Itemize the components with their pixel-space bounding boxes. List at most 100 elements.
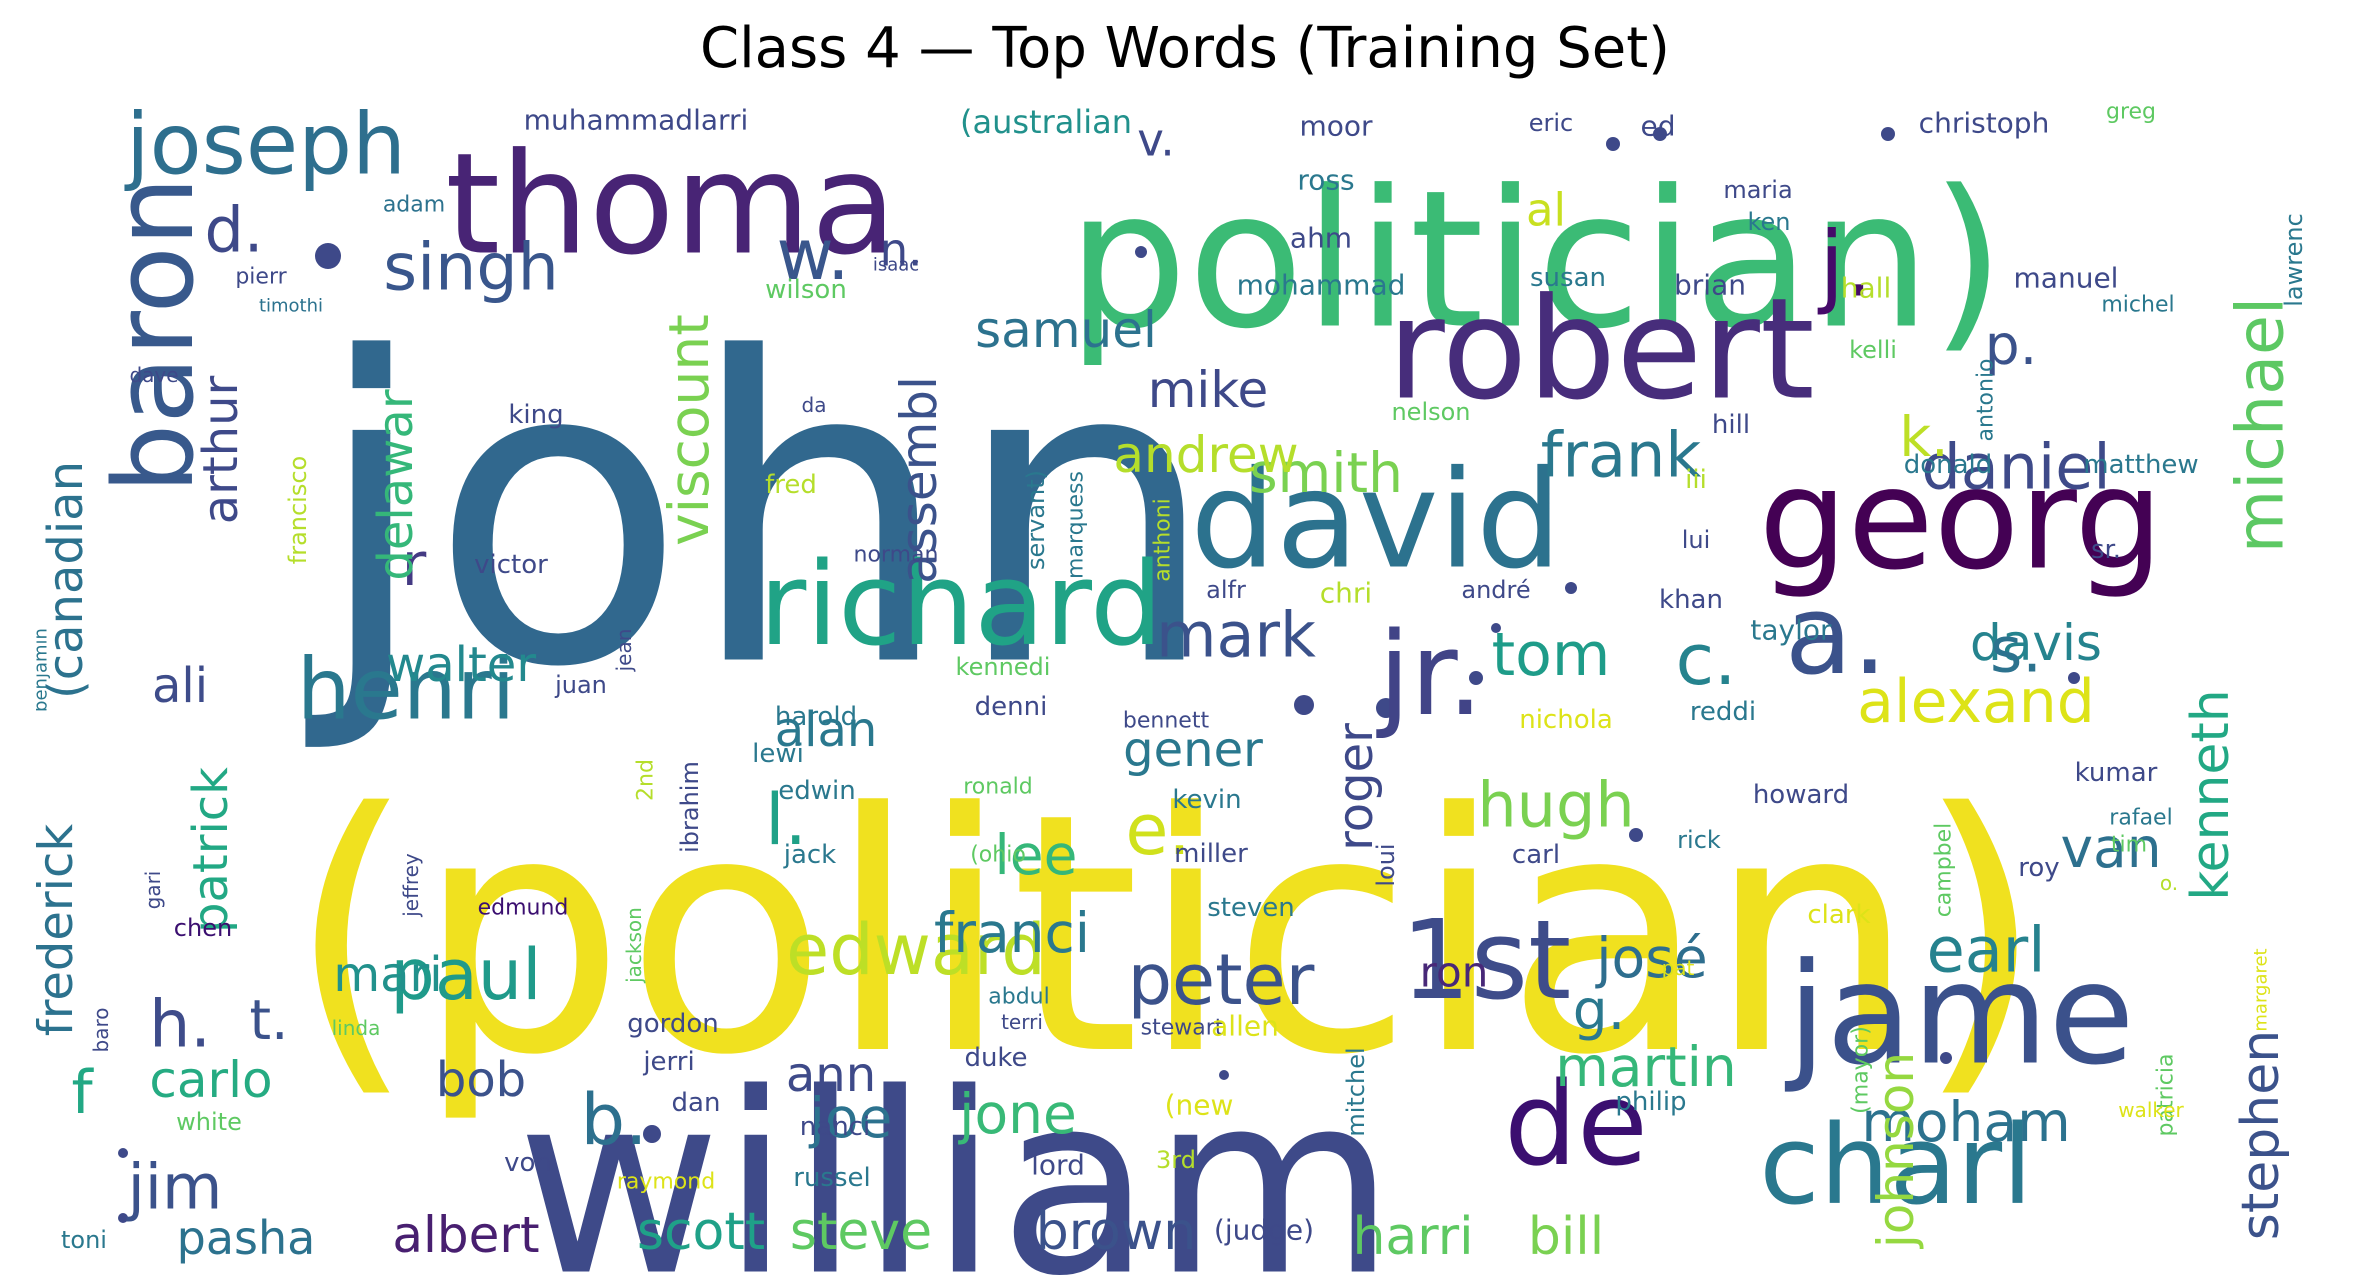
- cloud-word: timothi: [259, 296, 323, 317]
- cloud-word: alexand: [1857, 667, 2095, 737]
- cloud-dot: [315, 243, 341, 269]
- cloud-word: clark: [1807, 900, 1870, 930]
- cloud-word: edward: [786, 909, 1046, 991]
- cloud-dot: [1491, 623, 1501, 633]
- cloud-word: rick: [1677, 826, 1721, 854]
- cloud-word: j.: [1817, 213, 1873, 318]
- cloud-word: nichola: [1519, 705, 1613, 735]
- cloud-word: lawrenc: [2280, 213, 2308, 307]
- cloud-word: carl: [1512, 840, 1560, 870]
- cloud-word: (mayor): [1849, 1026, 1874, 1114]
- cloud-word: kennedi: [956, 653, 1051, 681]
- cloud-word: c.: [1676, 619, 1737, 701]
- cloud-word: ken: [1747, 208, 1790, 236]
- cloud-word: (canadian: [38, 461, 94, 699]
- cloud-word: nelson: [1391, 398, 1470, 426]
- cloud-dot: [1261, 970, 1281, 990]
- cloud-word: alfr: [1206, 576, 1246, 604]
- cloud-dot: [1135, 246, 1147, 258]
- cloud-word: victor: [474, 550, 548, 580]
- cloud-word: (ohio: [970, 843, 1026, 868]
- cloud-word: christoph: [1919, 107, 2050, 140]
- cloud-word: jone: [958, 1082, 1077, 1146]
- cloud-word: duke: [964, 1043, 1027, 1073]
- cloud-word: jack: [783, 840, 837, 870]
- cloud-word: michel: [2101, 293, 2174, 318]
- cloud-word: steve: [790, 1202, 932, 1262]
- cloud-word: k.: [1899, 405, 1948, 469]
- cloud-dot: [1629, 828, 1643, 842]
- cloud-word: stewart: [1141, 1016, 1224, 1041]
- cloud-word: arthur: [193, 375, 249, 524]
- cloud-word: maria: [1723, 176, 1792, 204]
- cloud-word: albert: [392, 1206, 539, 1264]
- cloud-word: pat: [1662, 956, 1695, 980]
- cloud-word: francisco: [284, 456, 312, 564]
- cloud-word: peter: [1128, 939, 1315, 1021]
- cloud-word: frank: [1541, 419, 1702, 492]
- cloud-word: kevin: [1172, 785, 1241, 815]
- cloud-dot: [118, 1148, 128, 1158]
- cloud-word: linda: [332, 1016, 381, 1040]
- cloud-word: earl: [1927, 914, 2046, 987]
- cloud-word: white: [176, 1108, 242, 1136]
- cloud-word: loui: [1372, 843, 1400, 886]
- cloud-word: benjamin: [36, 628, 52, 712]
- cloud-word: gari: [141, 871, 165, 910]
- cloud-word: howard: [1753, 780, 1849, 810]
- cloud-word: g.: [1573, 978, 1625, 1042]
- cloud-word: reddi: [1690, 697, 1756, 727]
- cloud-word: (judge): [1214, 1214, 1314, 1247]
- cloud-word: lee: [995, 823, 1078, 887]
- cloud-word: paul: [390, 934, 541, 1016]
- cloud-dot: [1653, 127, 1667, 141]
- cloud-word: patrick: [183, 767, 239, 933]
- cloud-word: abdul: [988, 985, 1049, 1010]
- cloud-word: politician): [1067, 150, 2005, 371]
- cloud-word: h.: [149, 988, 211, 1063]
- cloud-word: ahm: [1290, 222, 1352, 255]
- cloud-word: john: [300, 271, 1219, 760]
- cloud-word: p.: [1985, 313, 2037, 377]
- cloud-word: ronald: [963, 775, 1033, 800]
- cloud-word: a.: [1785, 571, 1887, 699]
- cloud-word: marquess: [1064, 471, 1089, 579]
- cloud-dot: [1294, 695, 1314, 715]
- cloud-word: ali: [152, 658, 208, 714]
- cloud-word: dave: [129, 363, 178, 387]
- cloud-word: 1st: [1401, 896, 1571, 1024]
- cloud-word: t.: [249, 988, 288, 1052]
- cloud-word: jr.: [1375, 608, 1483, 742]
- cloud-word: patricia: [2154, 1054, 2179, 1137]
- cloud-word: frederick: [36, 824, 84, 1037]
- cloud-word: dan: [672, 1088, 721, 1118]
- cloud-word: pierr: [235, 265, 287, 290]
- cloud-word: donald: [1904, 450, 1993, 480]
- cloud-word: norman: [854, 543, 939, 568]
- cloud-word: tom: [1492, 620, 1611, 690]
- cloud-word: samuel: [975, 301, 1157, 359]
- cloud-word: philip: [1615, 1087, 1686, 1117]
- cloud-word: carlo: [149, 1051, 272, 1109]
- cloud-word: edmund: [478, 896, 569, 921]
- cloud-word: smith: [1249, 441, 1403, 505]
- cloud-word: bennett: [1123, 709, 1210, 734]
- cloud-word: (politician): [287, 743, 2045, 1127]
- cloud-word: william: [516, 1040, 1395, 1281]
- cloud-word: n.: [880, 224, 923, 277]
- cloud-word: fred: [765, 470, 817, 500]
- cloud-word: s.: [1990, 614, 2042, 687]
- cloud-word: walker: [2118, 1098, 2184, 1122]
- cloud-word: jerri: [642, 1047, 694, 1077]
- cloud-word: khan: [1659, 585, 1723, 615]
- cloud-word: margaret: [2251, 948, 2272, 1031]
- cloud-word: sr.: [2091, 535, 2121, 565]
- cloud-word: mohammad: [1237, 269, 1406, 302]
- cloud-word: moham: [1861, 1090, 2070, 1154]
- cloud-word: taylor: [1750, 614, 1832, 647]
- cloud-word: antonio: [1974, 358, 1999, 441]
- cloud-dot: [643, 1125, 661, 1143]
- cloud-word: d.: [204, 194, 263, 267]
- cloud-word: greg: [2106, 100, 2156, 125]
- cloud-word: delawar: [368, 389, 424, 580]
